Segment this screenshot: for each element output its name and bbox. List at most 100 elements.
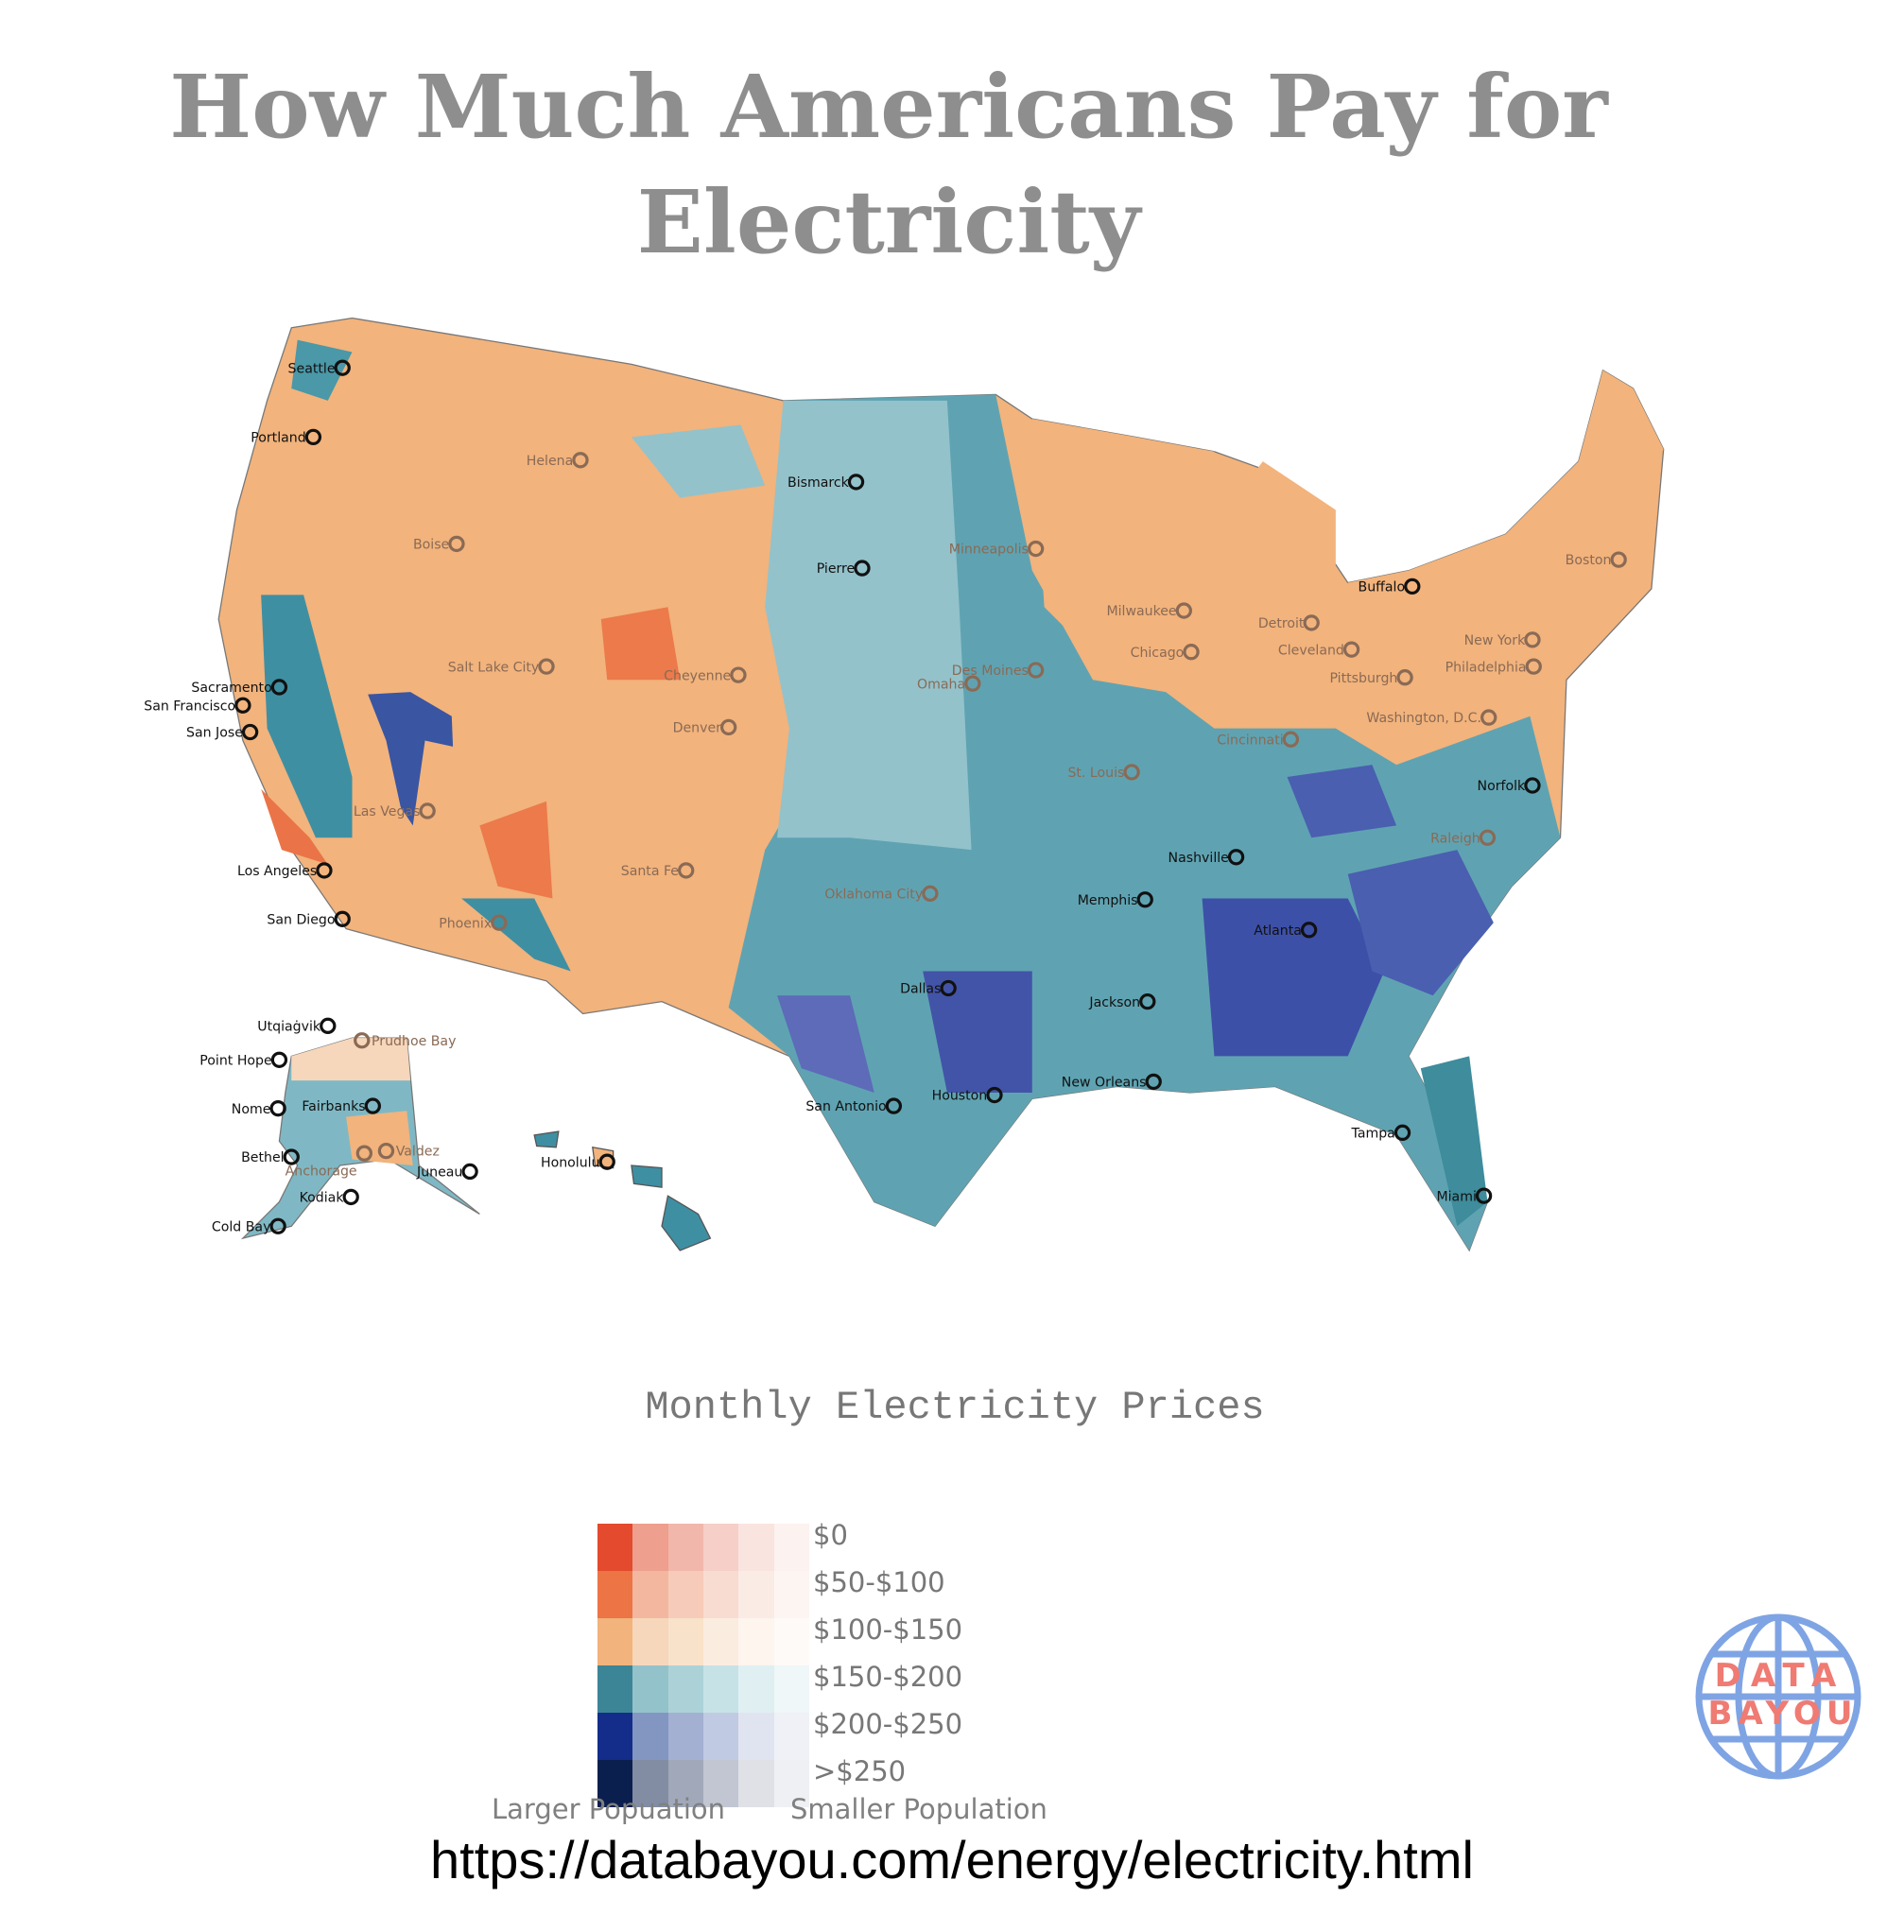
city-marker[interactable]: Honolulu — [541, 1153, 615, 1170]
city-marker[interactable]: Pittsburgh — [1329, 669, 1413, 686]
city-marker[interactable]: San Francisco — [144, 697, 251, 714]
city-marker[interactable]: Houston — [932, 1086, 1003, 1104]
city-circle-icon — [354, 1032, 371, 1049]
city-label: Valdez — [396, 1145, 440, 1160]
city-marker[interactable]: Omaha — [917, 675, 981, 692]
city-marker[interactable]: Prudhoe Bay — [354, 1032, 457, 1049]
databayou-logo: DATA BAYOU — [1695, 1613, 1861, 1780]
city-marker[interactable]: Kodiak — [300, 1188, 359, 1206]
city-marker[interactable]: Phoenix — [439, 914, 508, 931]
city-marker[interactable]: Cold Bay — [212, 1217, 286, 1234]
city-marker[interactable]: Portland — [251, 428, 322, 446]
city-marker[interactable]: Anchorage — [286, 1145, 373, 1179]
source-url[interactable]: https://databayou.com/energy/electricity… — [430, 1830, 1474, 1889]
city-marker[interactable]: Philadelphia — [1445, 658, 1542, 675]
city-marker[interactable]: Dallas — [900, 979, 957, 997]
city-label: Dallas — [900, 982, 941, 997]
city-marker[interactable]: Pierre — [817, 560, 871, 577]
legend-swatch — [632, 1618, 668, 1665]
legend-swatch — [597, 1618, 633, 1665]
city-marker[interactable]: Utqiaġvik — [257, 1017, 337, 1034]
city-circle-icon — [1396, 669, 1413, 686]
city-marker[interactable]: Raleigh — [1430, 829, 1497, 846]
city-marker[interactable]: Helena — [527, 452, 589, 469]
city-marker[interactable]: St. Louis — [1067, 764, 1140, 781]
city-marker[interactable]: Detroit — [1258, 614, 1320, 631]
city-marker[interactable]: Minneapolis — [949, 540, 1045, 558]
legend-swatch — [667, 1524, 703, 1571]
city-label: Bismarck — [788, 475, 850, 491]
city-circle-icon — [854, 560, 871, 577]
city-marker[interactable]: Tampa — [1351, 1124, 1411, 1141]
legend-row-label: $150-$200 — [813, 1661, 963, 1693]
city-marker[interactable]: Salt Lake City — [448, 658, 555, 675]
city-circle-icon — [1139, 992, 1156, 1010]
city-marker[interactable]: Bismarck — [788, 474, 865, 491]
city-marker[interactable]: Cincinnati — [1217, 731, 1300, 748]
city-marker[interactable]: Memphis — [1078, 891, 1153, 908]
city-marker[interactable]: Des Moines — [952, 662, 1045, 679]
city-circle-icon — [355, 1145, 373, 1162]
city-marker[interactable]: Norfolk — [1478, 777, 1541, 794]
city-marker[interactable]: Miami — [1436, 1187, 1493, 1204]
city-label: Des Moines — [952, 664, 1029, 679]
city-marker[interactable]: Nome — [232, 1099, 286, 1117]
city-marker[interactable]: New York — [1464, 631, 1541, 648]
city-label: Anchorage — [286, 1164, 357, 1179]
city-circle-icon — [572, 452, 589, 469]
city-marker[interactable]: Chicago — [1131, 644, 1200, 661]
city-circle-icon — [1123, 764, 1140, 781]
city-marker[interactable]: Milwaukee — [1106, 602, 1192, 619]
city-label: Cincinnati — [1217, 733, 1283, 748]
region-nevada-blue — [368, 692, 454, 826]
city-marker[interactable]: Fairbanks — [302, 1097, 381, 1114]
legend-swatch — [738, 1665, 774, 1713]
city-circle-icon — [1136, 891, 1153, 908]
city-marker[interactable]: Valdez — [377, 1142, 440, 1160]
city-marker[interactable]: San Jose — [186, 723, 259, 741]
city-circle-icon — [885, 1097, 903, 1114]
city-marker[interactable]: Boise — [413, 535, 465, 553]
region-southeast-blue — [1202, 898, 1385, 1057]
city-label: Cold Bay — [212, 1219, 271, 1234]
city-circle-icon — [922, 885, 939, 902]
legend-swatch — [738, 1571, 774, 1618]
city-marker[interactable]: San Antonio — [805, 1097, 903, 1114]
region-plains-light-teal — [765, 400, 972, 851]
city-marker[interactable]: San Diego — [267, 910, 351, 927]
legend-swatch — [773, 1618, 809, 1665]
legend-swatch — [702, 1665, 739, 1713]
city-marker[interactable]: Nashville — [1168, 849, 1245, 866]
city-marker[interactable]: Bethel — [241, 1148, 300, 1165]
city-marker[interactable]: Washington, D.C. — [1366, 709, 1497, 726]
legend-row-label: $0 — [813, 1519, 848, 1551]
city-marker[interactable]: Buffalo — [1359, 578, 1421, 595]
city-circle-icon — [1342, 641, 1360, 658]
svg-text:BAYOU: BAYOU — [1708, 1695, 1859, 1733]
city-marker[interactable]: Point Hope — [199, 1051, 288, 1068]
city-marker[interactable]: Atlanta — [1254, 922, 1318, 939]
city-marker[interactable]: Seattle — [288, 359, 351, 376]
city-marker[interactable]: Cheyenne — [664, 666, 747, 683]
city-marker[interactable]: Las Vegas — [354, 802, 436, 819]
city-circle-icon — [940, 979, 957, 997]
city-marker[interactable]: Denver — [673, 718, 737, 735]
legend-swatch — [738, 1524, 774, 1571]
city-label: Helena — [527, 454, 573, 469]
city-marker[interactable]: Juneau — [416, 1163, 478, 1181]
city-marker[interactable]: Boston — [1566, 551, 1627, 568]
city-marker[interactable]: Cleveland — [1278, 641, 1360, 658]
city-label: Seattle — [288, 361, 336, 376]
legend-swatch — [773, 1571, 809, 1618]
city-marker[interactable]: Oklahoma City — [824, 885, 939, 902]
city-marker[interactable]: Los Angeles — [237, 862, 333, 879]
city-label: Boise — [413, 538, 449, 553]
hawaii-big-island — [661, 1195, 712, 1251]
city-marker[interactable]: Sacramento — [191, 679, 288, 696]
region-washington-teal — [291, 339, 353, 401]
city-marker[interactable]: New Orleans — [1062, 1073, 1162, 1091]
city-label: Detroit — [1258, 616, 1305, 631]
city-marker[interactable]: Jackson — [1088, 992, 1156, 1010]
city-label: Houston — [932, 1089, 988, 1104]
city-marker[interactable]: Santa Fe — [621, 862, 695, 879]
